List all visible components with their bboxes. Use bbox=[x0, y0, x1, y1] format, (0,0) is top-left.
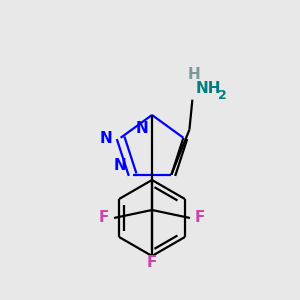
Text: N: N bbox=[100, 131, 112, 146]
Text: 2: 2 bbox=[218, 89, 227, 102]
Text: H: H bbox=[188, 67, 200, 82]
Text: NH: NH bbox=[195, 81, 221, 96]
Text: N: N bbox=[135, 121, 148, 136]
Text: N: N bbox=[114, 158, 127, 173]
Text: F: F bbox=[147, 255, 157, 270]
Text: F: F bbox=[195, 211, 206, 226]
Text: F: F bbox=[99, 211, 109, 226]
